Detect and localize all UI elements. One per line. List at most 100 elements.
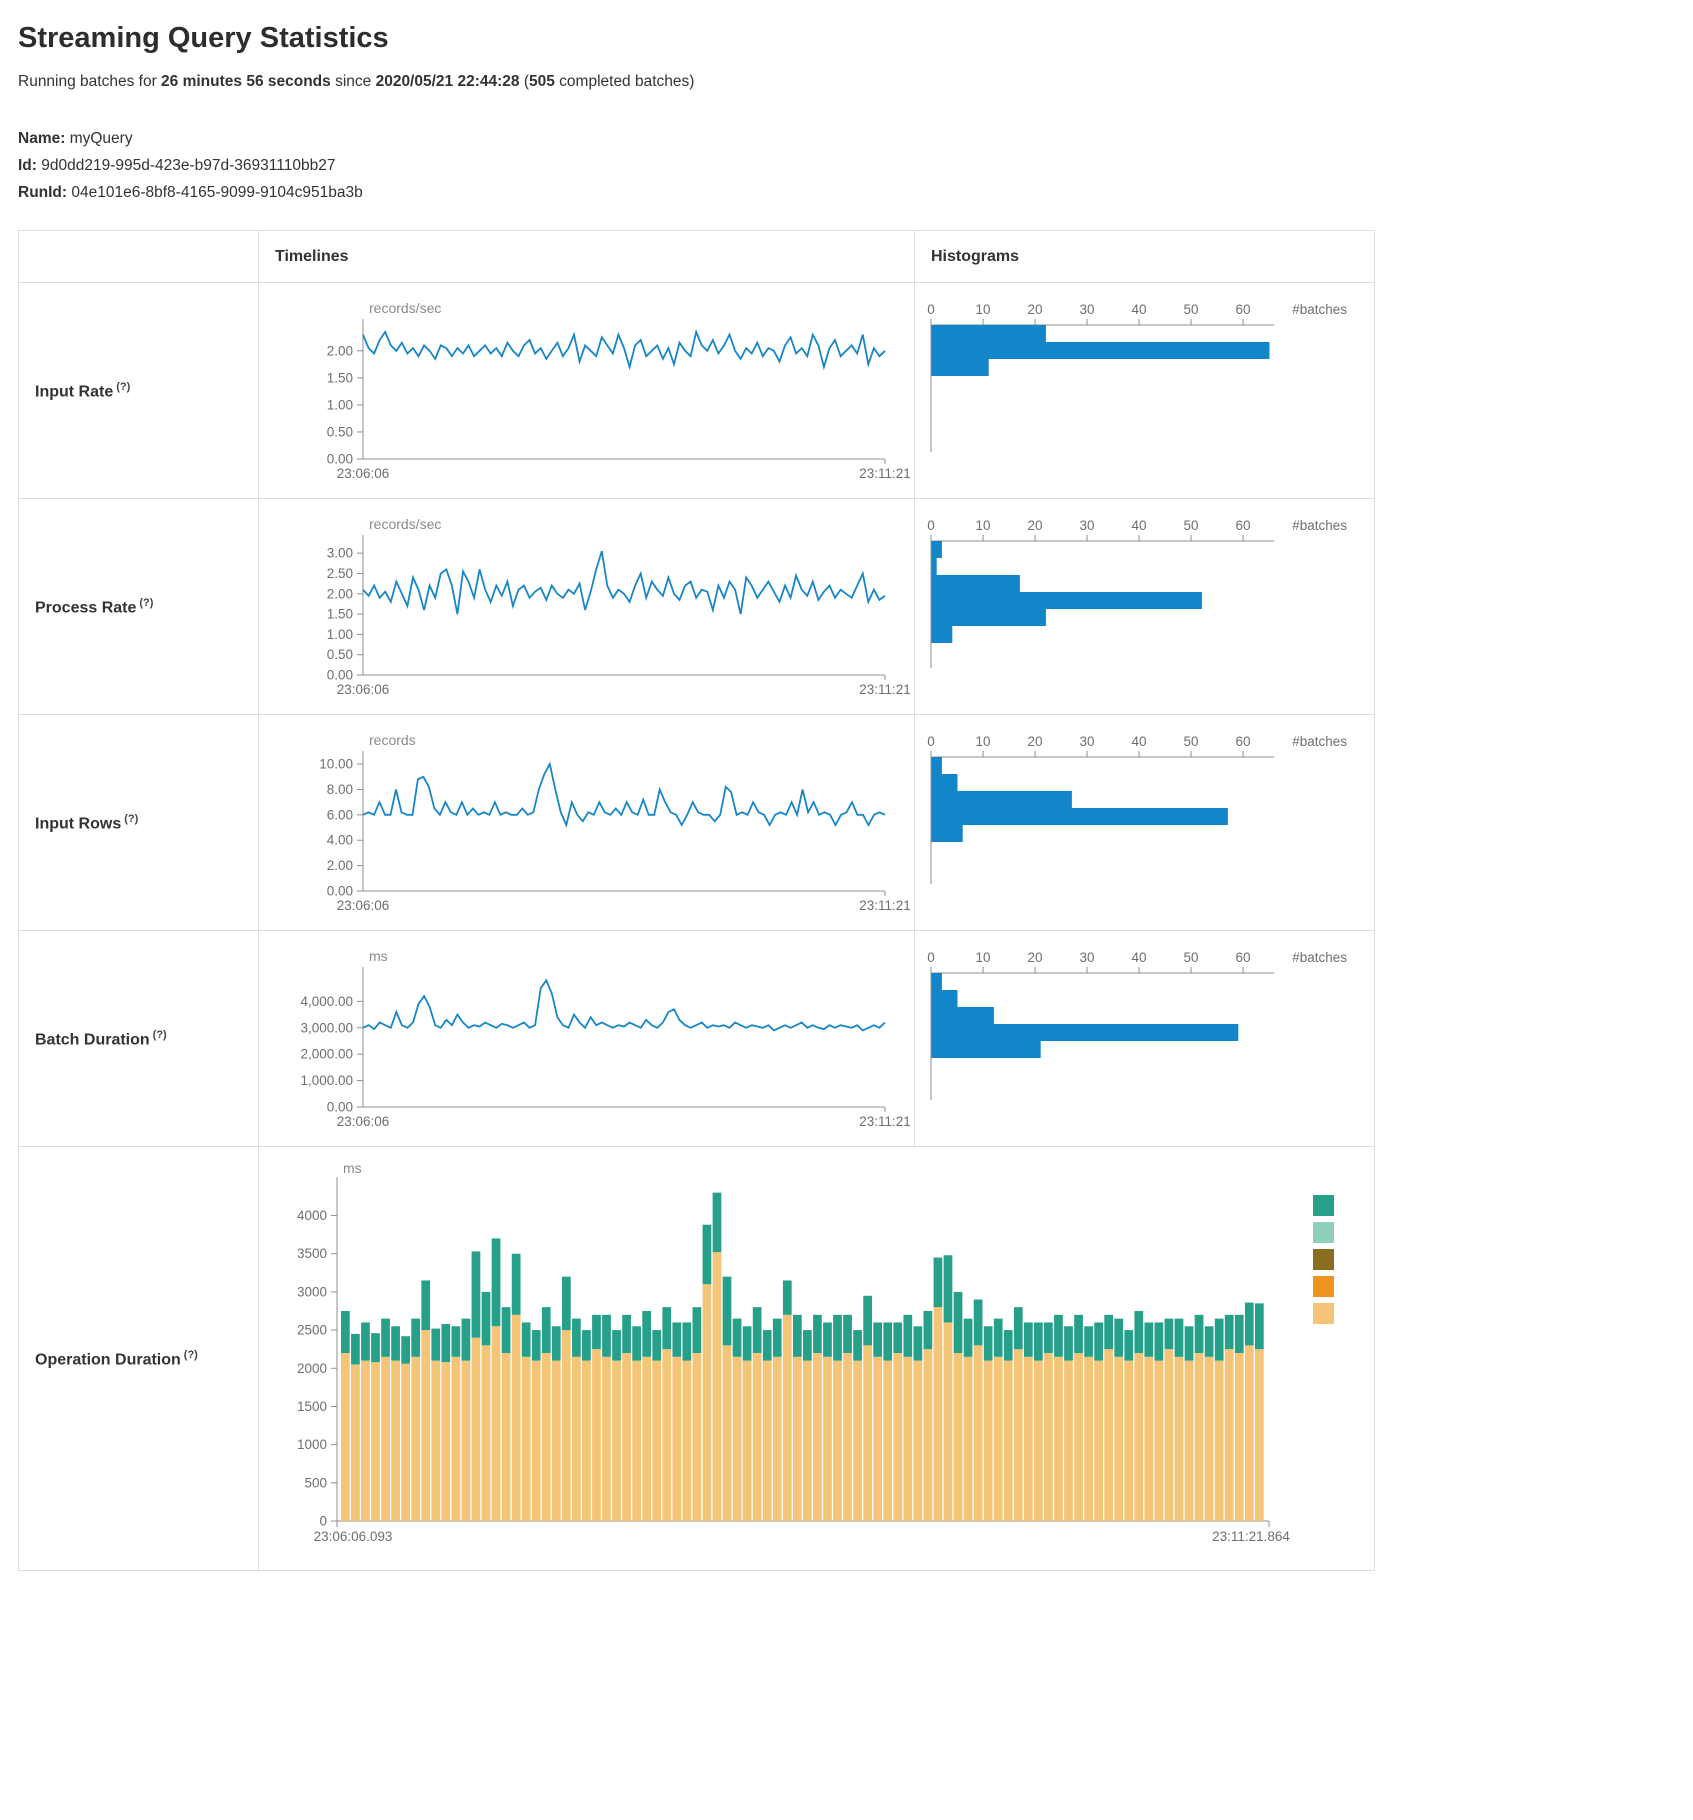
- batch-duration-histogram-cell: 0 10 20 30 40 50 60 #batches: [914, 930, 1375, 1148]
- svg-text:10: 10: [975, 734, 990, 749]
- process-rate-label: Process Rate: [35, 599, 137, 617]
- svg-text:4,000.00: 4,000.00: [300, 994, 353, 1009]
- svg-text:3,000.00: 3,000.00: [300, 1021, 353, 1036]
- svg-text:60: 60: [1235, 734, 1250, 749]
- input-rate-histogram-cell: 0 10 20 30 40 50 60 #batches: [914, 282, 1375, 500]
- svg-text:8.00: 8.00: [327, 782, 353, 797]
- start-timestamp: 2020/05/21 22:44:28: [375, 73, 520, 90]
- svg-text:30: 30: [1079, 734, 1094, 749]
- svg-text:23:11:21: 23:11:21: [859, 898, 911, 913]
- operation-duration-chart: ms 4000 3500 3000 2500 2000 1500 1000 500 0 23:06:…: [263, 1157, 1305, 1566]
- operation-duration-label-cell: Operation Duration (?): [18, 1146, 259, 1572]
- svg-text:23:11:21.864: 23:11:21.864: [1212, 1529, 1290, 1544]
- svg-text:1,000.00: 1,000.00: [300, 1073, 353, 1088]
- query-name-value: myQuery: [69, 130, 133, 147]
- operation-duration-legend: [1313, 1195, 1334, 1325]
- svg-text:2000: 2000: [297, 1361, 327, 1376]
- svg-text:30: 30: [1079, 518, 1094, 533]
- svg-text:#batches: #batches: [1292, 950, 1347, 965]
- svg-text:records/sec: records/sec: [369, 300, 441, 316]
- svg-text:#batches: #batches: [1292, 302, 1347, 317]
- input-rows-help-icon[interactable]: (?): [124, 812, 139, 825]
- svg-text:500: 500: [304, 1476, 327, 1491]
- svg-text:1.50: 1.50: [327, 371, 353, 386]
- query-id-line: Id: 9d0dd219-995d-423e-b97d-36931110bb27: [18, 152, 1675, 179]
- query-runid-value: 04e101e6-8bf8-4165-9099-9104c951ba3b: [71, 184, 363, 202]
- svg-text:2.00: 2.00: [327, 344, 353, 359]
- svg-text:#batches: #batches: [1292, 734, 1347, 749]
- svg-text:0.50: 0.50: [327, 648, 353, 663]
- process-rate-help-icon[interactable]: (?): [139, 596, 154, 609]
- svg-text:0: 0: [927, 302, 935, 317]
- svg-text:60: 60: [1235, 950, 1250, 965]
- svg-text:3500: 3500: [297, 1247, 327, 1262]
- svg-text:23:11:21: 23:11:21: [859, 1114, 911, 1129]
- svg-text:10: 10: [975, 518, 990, 533]
- summary-prefix: Running batches for: [18, 73, 162, 90]
- query-runid-label: RunId:: [18, 184, 68, 202]
- query-id-label: Id:: [18, 157, 37, 175]
- svg-text:2.50: 2.50: [327, 566, 353, 581]
- input-rate-label-cell: Input Rate (?): [18, 282, 259, 500]
- operation-duration-help-icon[interactable]: (?): [183, 1348, 198, 1361]
- input-rows-histogram-chart: 0 10 20 30 40 50 60 #batches: [919, 725, 1374, 926]
- input-rows-label-cell: Input Rows (?): [18, 714, 259, 932]
- legend-swatch-icon: [1313, 1303, 1334, 1325]
- svg-text:3000: 3000: [297, 1285, 327, 1300]
- summary-paren-open: (: [519, 73, 529, 90]
- input-rate-label: Input Rate: [35, 383, 114, 401]
- svg-text:23:06:06: 23:06:06: [337, 682, 390, 697]
- svg-text:20: 20: [1027, 950, 1042, 965]
- svg-text:0.00: 0.00: [327, 1100, 353, 1115]
- svg-text:50: 50: [1183, 950, 1198, 965]
- svg-text:1.50: 1.50: [327, 607, 353, 622]
- operation-duration-wrap: ms 4000 3500 3000 2500 2000 1500 1000 500 0 23:06:…: [263, 1157, 1374, 1566]
- svg-text:30: 30: [1079, 302, 1094, 317]
- svg-text:23:06:06: 23:06:06: [337, 1114, 390, 1129]
- input-rows-row: Input Rows (?) records 10.00 8.00 6.00 4.00 2.…: [18, 714, 1375, 932]
- svg-text:2500: 2500: [297, 1323, 327, 1338]
- svg-text:records: records: [369, 732, 416, 748]
- process-rate-label-cell: Process Rate (?): [18, 498, 259, 716]
- svg-text:23:11:21: 23:11:21: [859, 466, 911, 481]
- page-title: Streaming Query Statistics: [18, 22, 389, 54]
- completed-batches-count: 505: [528, 73, 555, 90]
- svg-text:ms: ms: [343, 1160, 362, 1176]
- svg-text:30: 30: [1079, 950, 1094, 965]
- svg-text:23:06:06: 23:06:06: [337, 898, 390, 913]
- svg-text:50: 50: [1183, 302, 1198, 317]
- svg-text:50: 50: [1183, 734, 1198, 749]
- batch-duration-help-icon[interactable]: (?): [152, 1028, 167, 1041]
- svg-text:2.00: 2.00: [327, 858, 353, 873]
- batch-duration-label-cell: Batch Duration (?): [18, 930, 259, 1148]
- streaming-statistics-page: Streaming Query Statistics Running batch…: [18, 22, 1675, 1572]
- batch-duration-histogram-chart: 0 10 20 30 40 50 60 #batches: [919, 941, 1374, 1142]
- svg-text:40: 40: [1131, 734, 1146, 749]
- svg-text:1000: 1000: [297, 1438, 327, 1453]
- svg-text:50: 50: [1183, 518, 1198, 533]
- svg-text:23:11:21: 23:11:21: [859, 682, 911, 697]
- svg-text:0: 0: [927, 518, 935, 533]
- svg-text:2,000.00: 2,000.00: [300, 1047, 353, 1062]
- input-rate-timeline-chart: records/sec 2.00 1.50 1.00 0.50 0.00 23:06:06 2…: [263, 293, 914, 494]
- batch-duration-timeline-chart: ms 4,000.00 3,000.00 2,000.00 1,000.00 0.00 23…: [263, 941, 914, 1142]
- input-rate-timeline-cell: records/sec 2.00 1.50 1.00 0.50 0.00 23:06:06 2…: [258, 282, 915, 500]
- legend-swatch-icon: [1313, 1222, 1334, 1244]
- input-rate-row: Input Rate (?) records/sec 2.00 1.50 1.00 0.5…: [18, 282, 1375, 500]
- stats-header-row: Timelines Histograms: [18, 230, 1375, 284]
- input-rate-histogram-chart: 0 10 20 30 40 50 60 #batches: [919, 293, 1374, 494]
- svg-text:20: 20: [1027, 302, 1042, 317]
- running-batches-summary: Running batches for 26 minutes 56 second…: [18, 73, 1675, 91]
- summary-paren-close: completed batches): [554, 73, 695, 90]
- input-rows-label: Input Rows: [35, 815, 122, 833]
- operation-duration-label: Operation Duration: [35, 1351, 181, 1369]
- process-rate-timeline-cell: records/sec 3.00 2.50 2.00 1.50 1.00 0.50 0.00 2…: [258, 498, 915, 716]
- legend-swatch-icon: [1313, 1276, 1334, 1298]
- input-rate-help-icon[interactable]: (?): [116, 380, 131, 393]
- svg-text:60: 60: [1235, 518, 1250, 533]
- svg-text:20: 20: [1027, 734, 1042, 749]
- svg-text:4.00: 4.00: [327, 833, 353, 848]
- svg-text:10: 10: [975, 950, 990, 965]
- summary-mid: since: [330, 73, 376, 90]
- query-id-value: 9d0dd219-995d-423e-b97d-36931110bb27: [41, 157, 336, 175]
